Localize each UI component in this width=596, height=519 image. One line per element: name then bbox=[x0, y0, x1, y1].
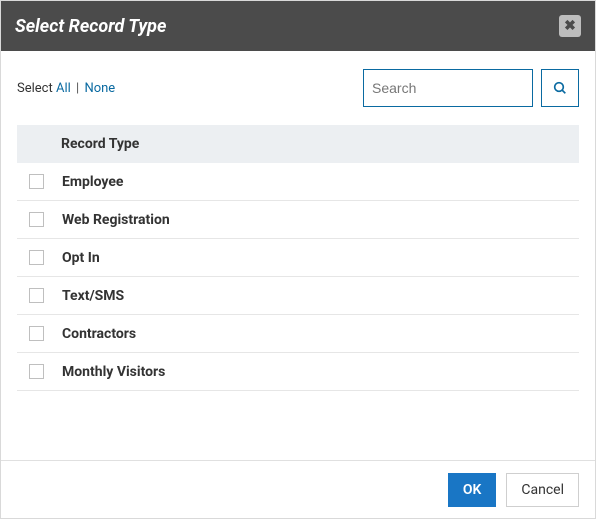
dialog-footer: OK Cancel bbox=[1, 460, 595, 518]
select-prefix: Select bbox=[17, 81, 53, 96]
table-row: Web Registration bbox=[17, 201, 579, 239]
search-area bbox=[363, 69, 579, 107]
close-button[interactable]: ✖ bbox=[559, 15, 581, 37]
row-label: Opt In bbox=[62, 250, 100, 266]
table-row: Text/SMS bbox=[17, 277, 579, 315]
ok-button[interactable]: OK bbox=[448, 473, 497, 507]
select-none-link[interactable]: None bbox=[84, 81, 115, 96]
row-label: Employee bbox=[62, 174, 123, 190]
row-checkbox[interactable] bbox=[29, 288, 44, 303]
row-checkbox[interactable] bbox=[29, 174, 44, 189]
table-header: Record Type bbox=[17, 125, 579, 163]
search-icon bbox=[552, 80, 568, 96]
table-row: Opt In bbox=[17, 239, 579, 277]
record-type-table: Record Type Employee Web Registration Op… bbox=[17, 125, 579, 391]
table-row: Monthly Visitors bbox=[17, 353, 579, 391]
select-record-type-dialog: Select Record Type ✖ Select All | None bbox=[0, 0, 596, 519]
select-separator: | bbox=[76, 81, 79, 96]
close-icon: ✖ bbox=[564, 18, 576, 34]
dialog-title: Select Record Type bbox=[15, 16, 166, 37]
table-row: Employee bbox=[17, 163, 579, 201]
dialog-body: Select All | None Record Type bbox=[1, 51, 595, 460]
row-checkbox[interactable] bbox=[29, 212, 44, 227]
column-header-record-type: Record Type bbox=[61, 136, 139, 152]
top-row: Select All | None bbox=[17, 69, 579, 107]
row-label: Monthly Visitors bbox=[62, 364, 165, 380]
row-label: Contractors bbox=[62, 326, 136, 342]
row-checkbox[interactable] bbox=[29, 364, 44, 379]
search-input[interactable] bbox=[363, 69, 533, 107]
table-row: Contractors bbox=[17, 315, 579, 353]
row-label: Web Registration bbox=[62, 212, 170, 228]
row-checkbox[interactable] bbox=[29, 250, 44, 265]
row-checkbox[interactable] bbox=[29, 326, 44, 341]
dialog-titlebar: Select Record Type ✖ bbox=[1, 1, 595, 51]
search-button[interactable] bbox=[541, 69, 579, 107]
select-all-link[interactable]: All bbox=[56, 81, 71, 96]
row-label: Text/SMS bbox=[62, 288, 124, 304]
cancel-button[interactable]: Cancel bbox=[506, 473, 579, 507]
select-links: Select All | None bbox=[17, 81, 115, 96]
